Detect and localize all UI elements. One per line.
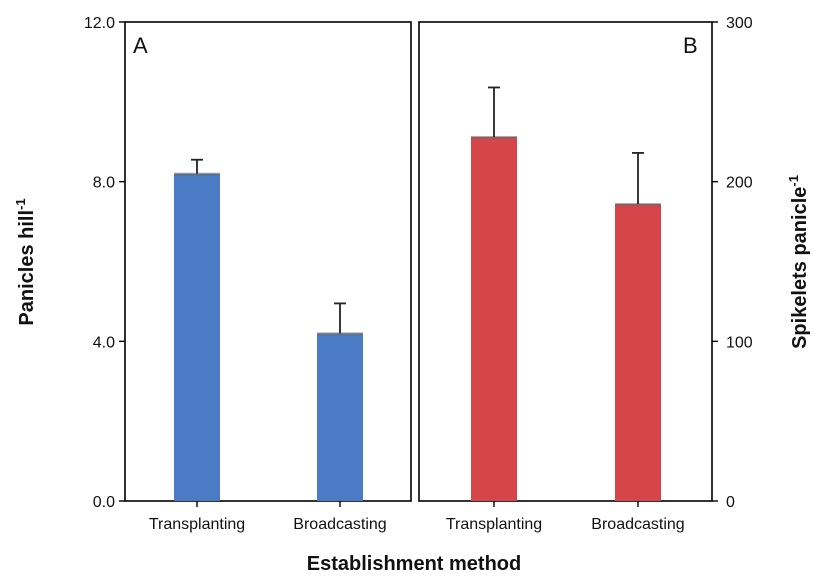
panel-frame [418,21,713,502]
y-axis-label-left-sup: -1 [13,198,28,210]
panel-b-letter: B [683,33,698,58]
x-tick-label: Transplanting [149,516,245,533]
y-axis-label-left: Panicles hill-1 [13,198,38,325]
bar [174,173,220,501]
bar [317,333,363,501]
y-axis-label-right-text: Spikelets panicle [789,187,811,349]
panel-a: 0.0 4.0 8.0 12.0 Transplanting Broadcasting [84,15,412,533]
y-tick-label: 4.0 [93,334,115,351]
x-tick-label: Transplanting [446,516,542,533]
x-axis-label: Establishment method [307,553,521,575]
bar-top-cap [174,172,220,176]
y-tick-label: 200 [726,175,753,192]
y-tick-label: 0.0 [93,494,115,511]
panel-a-letter: A [133,33,148,58]
y-axis-label-right-sup: -1 [786,175,801,187]
y-tick-label: 300 [726,15,753,32]
bar [615,204,661,501]
panel-b: 0 100 200 300 Transplanting Broadcasting [418,15,753,533]
bar-top-cap [317,332,363,336]
bar-top-cap [615,203,661,207]
bar [471,136,517,501]
panel-frame [124,21,412,502]
bar-top-cap [471,135,517,139]
x-tick-label: Broadcasting [591,516,684,533]
y-axis-label-right: Spikelets panicle-1 [786,175,811,349]
y-tick-label: 12.0 [84,15,115,32]
y-tick-label: 100 [726,334,753,351]
y-tick-label: 0 [726,494,735,511]
y-axis-label-left-text: Panicles hill [16,210,38,326]
x-tick-label: Broadcasting [293,516,386,533]
y-tick-label: 8.0 [93,175,115,192]
